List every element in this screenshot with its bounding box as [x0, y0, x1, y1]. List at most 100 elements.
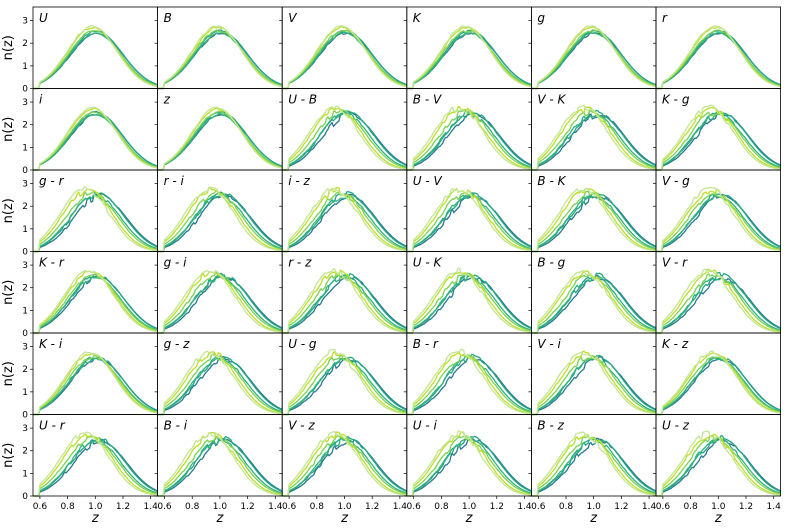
series-line-1 [33, 32, 158, 90]
panel-v-i: V - i [528, 332, 657, 416]
series-line-2 [656, 110, 781, 171]
x-axis-label: z [215, 511, 224, 526]
series-line-6 [157, 186, 283, 253]
series-line-1 [157, 356, 283, 416]
x-tick-label: 1.0 [462, 502, 477, 512]
y-tick-label: 1 [22, 388, 28, 398]
series-line-5 [656, 352, 781, 416]
series-line-4 [157, 29, 283, 90]
series-line-2 [282, 29, 408, 90]
series-line-1 [531, 274, 657, 334]
series-line-1 [531, 355, 657, 416]
x-axis-label: z [340, 511, 349, 526]
x-tick-label: 1.4 [642, 502, 657, 512]
series-line-1 [531, 437, 657, 497]
series-line-2 [406, 274, 532, 334]
y-tick-label: 2 [22, 365, 28, 375]
series-line-4 [282, 272, 407, 334]
series-line-3 [282, 31, 407, 90]
x-tick-label: 1.0 [88, 502, 103, 512]
x-tick-label: 0.6 [33, 502, 48, 512]
y-tick-label: 0 [22, 248, 28, 258]
series-line-4 [531, 190, 657, 253]
panel-title: V - z [288, 419, 315, 433]
series-line-3 [282, 194, 407, 253]
series-line-4 [157, 353, 283, 416]
series-line-3 [157, 274, 283, 334]
x-tick-label: 1.0 [587, 502, 602, 512]
series-line-2 [406, 110, 532, 171]
series-line-6 [33, 186, 158, 253]
series-line-4 [282, 191, 407, 253]
series-line-6 [33, 431, 158, 497]
series-line-6 [282, 268, 407, 334]
series-line-2 [656, 271, 781, 334]
series-line-2 [531, 438, 657, 497]
series-line-6 [282, 25, 407, 90]
series-line-5 [406, 187, 532, 253]
series-line-1 [282, 438, 408, 497]
x-tick-label: 0.8 [683, 502, 698, 512]
series-line-2 [33, 192, 158, 253]
series-line-2 [406, 435, 532, 497]
series-line-1 [282, 193, 408, 253]
panel-g: g [528, 6, 657, 90]
series-line-2 [282, 110, 408, 171]
panel-title: V - i [537, 337, 561, 351]
series-line-2 [531, 192, 657, 253]
series-line-1 [282, 276, 408, 334]
series-line-3 [531, 356, 657, 416]
series-line-3 [282, 111, 407, 171]
series-line-1 [406, 112, 532, 171]
y-axis-label: n(z) [1, 443, 16, 468]
panel-u-g: U - g [279, 332, 408, 416]
y-tick-label: 3 [22, 17, 28, 27]
series-line-1 [406, 32, 532, 90]
series-line-6 [33, 24, 158, 90]
series-line-4 [33, 354, 158, 416]
series-line-4 [656, 29, 781, 90]
y-tick-label: 0 [22, 492, 28, 502]
y-tick-label: 3 [22, 180, 28, 190]
y-tick-label: 3 [22, 343, 28, 353]
series-line-5 [406, 351, 532, 416]
series-line-1 [282, 32, 408, 90]
series-line-6 [656, 350, 781, 416]
series-line-5 [531, 433, 657, 497]
series-line-5 [406, 271, 532, 334]
series-line-1 [656, 32, 781, 90]
series-line-3 [406, 192, 532, 253]
series-line-4 [282, 355, 407, 416]
series-line-4 [531, 273, 657, 334]
y-axis-label: n(z) [1, 280, 16, 305]
series-line-3 [656, 276, 781, 334]
series-line-4 [33, 111, 158, 171]
y-tick-label: 0 [22, 329, 28, 339]
series-line-2 [531, 354, 657, 416]
series-line-3 [157, 439, 283, 497]
y-tick-label: 3 [22, 98, 28, 108]
series-line-5 [531, 26, 657, 90]
x-tick-label: 1.4 [767, 502, 782, 512]
x-tick-label: 1.2 [614, 502, 628, 512]
series-line-1 [157, 32, 283, 90]
series-line-1 [531, 113, 657, 171]
series-line-5 [282, 25, 407, 90]
series-line-5 [406, 105, 532, 171]
series-line-3 [282, 274, 407, 334]
series-line-3 [406, 438, 532, 497]
series-line-5 [656, 188, 781, 253]
series-line-1 [33, 193, 158, 253]
panel-title: V [288, 11, 297, 25]
x-tick-label: 1.0 [213, 502, 228, 512]
panel-k-g: K - g [653, 88, 781, 171]
panel-r-z: r - z [279, 251, 408, 334]
series-line-6 [157, 25, 283, 90]
panel-u-b: U - B [279, 88, 408, 171]
series-line-4 [33, 190, 158, 253]
y-tick-label: 0 [22, 166, 28, 176]
series-line-6 [406, 348, 532, 416]
series-line-5 [157, 271, 283, 334]
